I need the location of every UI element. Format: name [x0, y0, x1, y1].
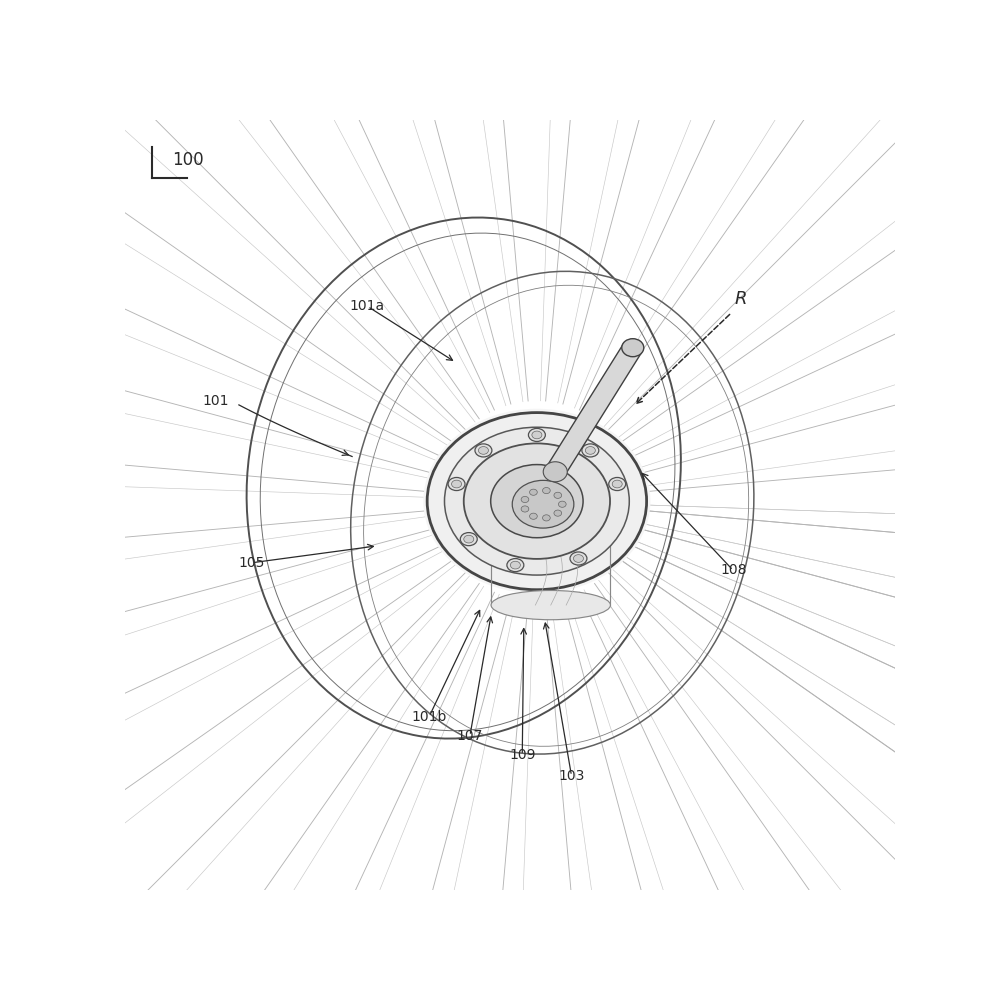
Ellipse shape — [422, 409, 650, 594]
Text: 100: 100 — [172, 151, 204, 169]
Ellipse shape — [491, 590, 609, 620]
Ellipse shape — [510, 561, 520, 569]
Ellipse shape — [478, 447, 488, 454]
Text: 105: 105 — [239, 556, 265, 570]
Ellipse shape — [554, 492, 561, 498]
Ellipse shape — [529, 513, 537, 519]
Ellipse shape — [460, 533, 477, 546]
Ellipse shape — [426, 413, 646, 590]
Ellipse shape — [570, 552, 586, 565]
Ellipse shape — [506, 559, 523, 572]
Ellipse shape — [521, 506, 528, 512]
Ellipse shape — [447, 477, 464, 491]
Text: 101: 101 — [203, 394, 229, 408]
Text: R: R — [734, 290, 746, 308]
Ellipse shape — [573, 555, 582, 562]
Ellipse shape — [611, 480, 621, 488]
Ellipse shape — [543, 462, 567, 482]
Text: 109: 109 — [509, 748, 535, 762]
Ellipse shape — [474, 444, 491, 457]
Ellipse shape — [528, 428, 545, 441]
Ellipse shape — [463, 535, 473, 543]
Ellipse shape — [581, 444, 598, 457]
Ellipse shape — [554, 510, 561, 516]
Ellipse shape — [490, 465, 582, 538]
Text: 107: 107 — [456, 729, 483, 743]
Ellipse shape — [608, 477, 625, 491]
Ellipse shape — [532, 431, 542, 439]
Ellipse shape — [529, 489, 537, 495]
Ellipse shape — [512, 480, 574, 528]
Ellipse shape — [463, 443, 609, 559]
Ellipse shape — [451, 480, 461, 488]
Ellipse shape — [584, 447, 594, 454]
Text: 108: 108 — [720, 563, 746, 577]
Polygon shape — [547, 342, 640, 477]
Ellipse shape — [444, 427, 628, 575]
Ellipse shape — [621, 339, 643, 357]
Text: 101a: 101a — [350, 299, 385, 313]
Ellipse shape — [521, 496, 528, 503]
Ellipse shape — [542, 488, 550, 494]
Ellipse shape — [542, 515, 550, 521]
Text: 103: 103 — [558, 769, 584, 783]
Text: 101b: 101b — [411, 710, 446, 724]
Ellipse shape — [558, 501, 566, 507]
